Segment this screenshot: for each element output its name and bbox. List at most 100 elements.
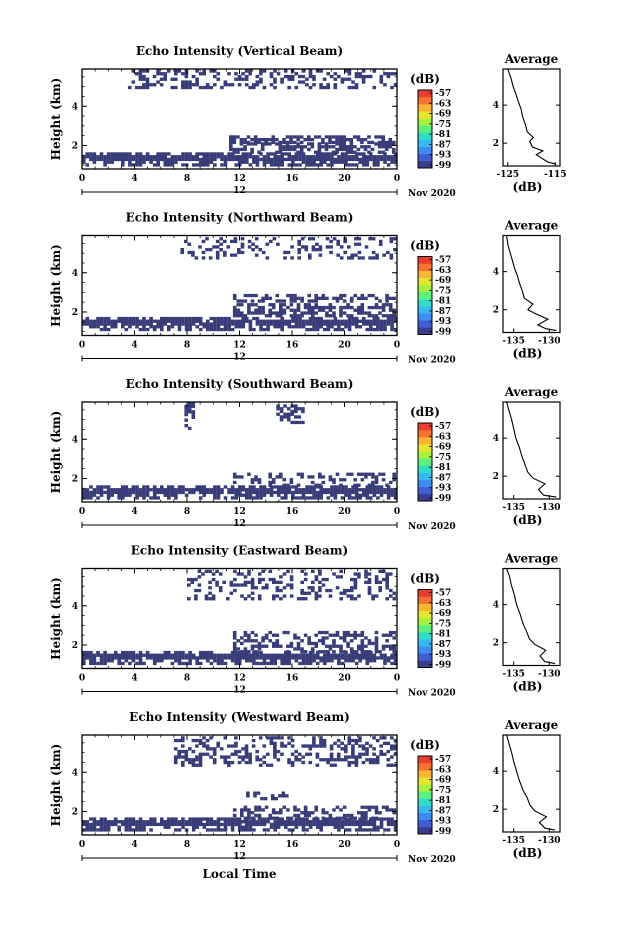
echo-cell	[326, 72, 330, 76]
echo-cell	[392, 308, 396, 312]
echo-cell	[156, 325, 160, 329]
echo-cell	[358, 157, 362, 162]
echo-cell	[280, 744, 284, 748]
echo-cell	[314, 597, 319, 601]
echo-cell	[385, 577, 389, 582]
echo-cell	[255, 163, 260, 167]
echo-cell	[216, 817, 221, 821]
echo-cell	[252, 653, 256, 657]
echo-cell	[138, 820, 143, 824]
echo-cell	[378, 569, 382, 573]
echo-cell	[170, 490, 175, 495]
echo-cell	[236, 639, 241, 643]
echo-cell	[340, 741, 344, 745]
echo-cell	[321, 650, 326, 654]
echo-cell	[365, 822, 370, 827]
echo-cell	[287, 758, 291, 762]
echo-cell	[230, 239, 234, 244]
echo-cell	[135, 160, 139, 164]
echo-cell	[128, 493, 132, 497]
echo-cell	[393, 659, 398, 663]
x-tick-label: 8	[184, 674, 190, 684]
echo-cell	[212, 747, 217, 751]
echo-cell	[275, 639, 280, 643]
echo-cell	[264, 644, 269, 648]
echo-cell	[374, 580, 379, 584]
echo-cell	[381, 150, 385, 154]
echo-cell	[167, 152, 171, 156]
echo-cell	[248, 490, 253, 495]
echo-cell	[184, 758, 189, 762]
echo-cell	[177, 488, 182, 492]
echo-cell	[296, 816, 301, 820]
echo-cell	[393, 155, 398, 159]
echo-cell	[106, 160, 111, 164]
echo-cell	[362, 490, 366, 495]
echo-cell	[252, 85, 256, 90]
echo-cell	[251, 248, 255, 252]
echo-cell	[333, 763, 337, 767]
echo-cell	[187, 597, 191, 601]
echo-cell	[351, 653, 355, 657]
echo-cell	[372, 752, 376, 756]
echo-cell	[209, 656, 214, 660]
echo-cell	[243, 647, 248, 651]
colorbar-unit: (dB)	[410, 572, 440, 586]
echo-cell	[284, 656, 288, 660]
echo-cell	[236, 299, 241, 303]
echo-cell	[110, 325, 114, 329]
echo-cell	[362, 488, 366, 492]
echo-cell	[293, 808, 297, 812]
colorbar-tick-label: -81	[435, 463, 451, 473]
echo-cell	[170, 485, 175, 489]
echo-cell	[383, 327, 387, 332]
echo-cell	[385, 808, 389, 812]
echo-cell	[234, 659, 238, 663]
echo-cell	[335, 630, 340, 635]
echo-cell	[218, 586, 223, 590]
echo-cell	[110, 493, 114, 497]
colorbar-swatch	[418, 306, 432, 314]
echo-cell	[368, 237, 372, 241]
echo-cell	[92, 820, 97, 824]
echo-cell	[184, 493, 189, 497]
echo-cell	[332, 305, 336, 310]
echo-cell	[236, 572, 241, 576]
x-tick-label: 16	[286, 507, 299, 517]
echo-cell	[191, 817, 196, 821]
echo-cell	[99, 653, 104, 657]
echo-cell	[135, 493, 139, 497]
echo-cell	[127, 85, 132, 90]
echo-cell	[268, 296, 272, 300]
echo-cell	[257, 580, 262, 584]
echo-cell	[216, 659, 221, 663]
echo-cell	[85, 496, 90, 500]
echo-cell	[351, 760, 355, 765]
echo-cell	[99, 152, 104, 156]
echo-cell	[213, 83, 217, 87]
echo-cell	[303, 145, 307, 149]
x-tick-label: 12	[233, 674, 246, 684]
echo-cell	[138, 155, 143, 159]
echo-cell	[96, 661, 100, 666]
echo-cell	[273, 322, 277, 326]
echo-cell	[296, 483, 301, 487]
echo-cell	[347, 155, 352, 159]
echo-cell	[312, 155, 316, 159]
echo-cell	[321, 296, 326, 300]
echo-cell	[110, 820, 114, 824]
echo-cell	[298, 325, 302, 329]
echo-cell	[103, 817, 107, 821]
echo-cell	[216, 653, 221, 657]
echo-cell	[381, 142, 385, 146]
echo-cell	[347, 488, 352, 492]
echo-cell	[202, 155, 207, 159]
echo-cell	[350, 597, 354, 601]
echo-cell	[340, 160, 345, 164]
echo-cell	[379, 155, 384, 159]
colorbar-swatch	[418, 444, 432, 452]
echo-cell	[286, 407, 291, 411]
echo-cell	[215, 583, 219, 587]
echo-cell	[390, 160, 394, 164]
echo-cell	[241, 825, 246, 829]
